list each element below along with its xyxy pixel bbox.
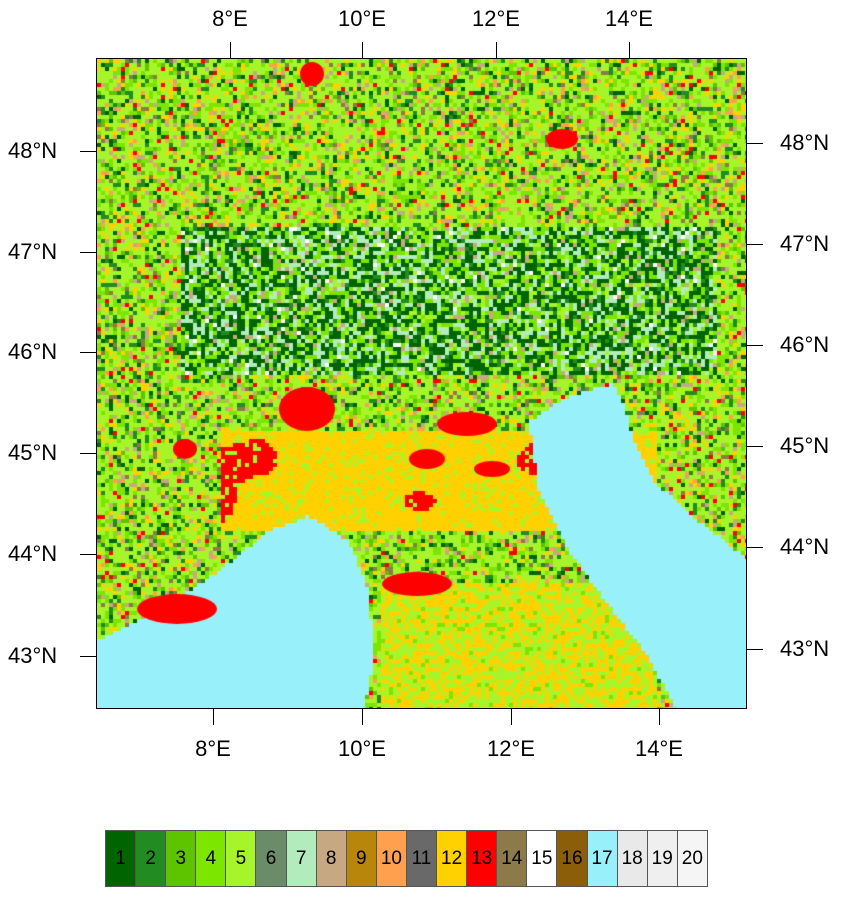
x-label-bottom-8e: 8°E xyxy=(195,736,231,761)
legend-class-17: 17 xyxy=(586,830,618,887)
legend-class-4: 4 xyxy=(195,830,227,887)
legend-class-5: 5 xyxy=(225,830,257,887)
y-label-right-44n: 44°N xyxy=(780,534,830,559)
y-label-right-47n: 47°N xyxy=(780,231,830,256)
y-label-left-47n: 47°N xyxy=(8,239,58,264)
legend-class-2: 2 xyxy=(135,830,167,887)
y-tick-left-48n xyxy=(80,151,96,152)
legend-class-16: 16 xyxy=(556,830,588,887)
legend-class-13: 13 xyxy=(466,830,498,887)
x-tick-bottom-12e xyxy=(511,709,512,725)
land-use-raster xyxy=(97,59,746,708)
legend-class-6: 6 xyxy=(255,830,287,887)
x-tick-bottom-8e xyxy=(213,709,214,725)
legend-class-1: 1 xyxy=(105,830,137,887)
legend-class-9: 9 xyxy=(345,830,377,887)
x-tick-bottom-10e xyxy=(362,709,363,725)
y-tick-left-43n xyxy=(80,656,96,657)
legend-class-3: 3 xyxy=(165,830,197,887)
x-label-top-8e: 8°E xyxy=(212,6,248,31)
legend-class-14: 14 xyxy=(496,830,528,887)
y-label-left-44n: 44°N xyxy=(8,541,58,566)
x-tick-top-8e xyxy=(230,42,231,58)
y-tick-left-45n xyxy=(80,453,96,454)
y-tick-right-45n xyxy=(747,446,763,447)
x-label-bottom-10e: 10°E xyxy=(338,736,386,761)
legend-class-20: 20 xyxy=(676,830,708,887)
y-label-left-43n: 43°N xyxy=(8,643,58,668)
y-tick-right-48n xyxy=(747,143,763,144)
legend-class-11: 11 xyxy=(405,830,438,887)
x-label-bottom-14e: 14°E xyxy=(635,736,683,761)
legend-class-8: 8 xyxy=(315,830,347,887)
y-tick-right-46n xyxy=(747,345,763,346)
x-label-top-14e: 14°E xyxy=(605,6,653,31)
x-tick-bottom-14e xyxy=(659,709,660,725)
legend-class-10: 10 xyxy=(375,830,407,887)
x-tick-top-12e xyxy=(496,42,497,58)
y-label-left-45n: 45°N xyxy=(8,440,58,465)
y-tick-right-43n xyxy=(747,649,763,650)
y-tick-left-47n xyxy=(80,252,96,253)
y-label-left-48n: 48°N xyxy=(8,138,58,163)
y-label-right-46n: 46°N xyxy=(780,332,830,357)
y-label-right-48n: 48°N xyxy=(780,130,830,155)
y-tick-right-47n xyxy=(747,244,763,245)
y-tick-left-44n xyxy=(80,554,96,555)
legend-class-7: 7 xyxy=(285,830,317,887)
y-label-left-46n: 46°N xyxy=(8,339,58,364)
land-use-map xyxy=(96,58,747,709)
y-tick-right-44n xyxy=(747,547,763,548)
legend-class-12: 12 xyxy=(436,830,468,887)
y-label-right-45n: 45°N xyxy=(780,433,830,458)
land-use-legend: 1 2 3 4 5 6 7 8 9 10 11 12 13 14 15 16 17 18 19 20 xyxy=(105,830,708,887)
x-label-top-10e: 10°E xyxy=(338,6,386,31)
y-tick-left-46n xyxy=(80,352,96,353)
x-label-bottom-12e: 12°E xyxy=(487,736,535,761)
legend-class-18: 18 xyxy=(616,830,648,887)
x-tick-top-14e xyxy=(629,42,630,58)
y-label-right-43n: 43°N xyxy=(780,636,830,661)
legend-class-19: 19 xyxy=(646,830,678,887)
x-tick-top-10e xyxy=(362,42,363,58)
x-label-top-12e: 12°E xyxy=(472,6,520,31)
legend-class-15: 15 xyxy=(526,830,558,887)
